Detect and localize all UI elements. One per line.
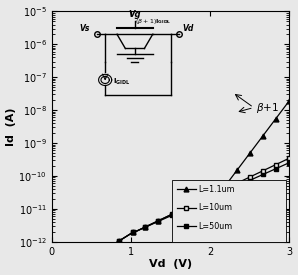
Bar: [172, 180, 286, 242]
Text: L=10um: L=10um: [198, 203, 232, 212]
Text: L=50um: L=50um: [198, 222, 232, 231]
Text: L=1.1um: L=1.1um: [198, 185, 235, 194]
Text: $\beta$+1: $\beta$+1: [256, 101, 279, 115]
X-axis label: Vd  (V): Vd (V): [149, 259, 192, 270]
Y-axis label: Id  (A): Id (A): [6, 107, 15, 146]
